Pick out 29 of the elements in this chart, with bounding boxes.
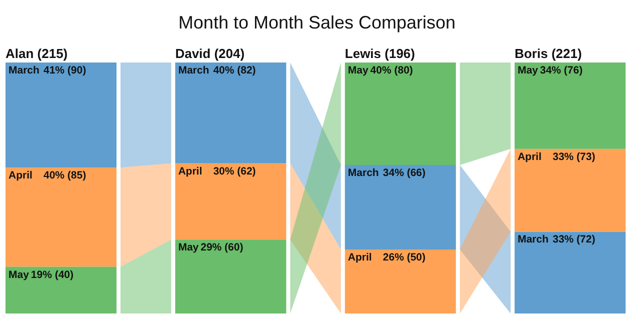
category-label: Boris (221) [514, 46, 582, 62]
category-label: Alan (215) [6, 46, 68, 62]
text: May [178, 242, 199, 254]
data-label: 33% (73) [552, 150, 596, 163]
data-label: 34% (66) [382, 166, 426, 179]
category-label: Lewis (196) [344, 46, 415, 62]
category-label: David (204) [175, 46, 245, 62]
data-label: 30% (62) [213, 165, 256, 178]
series-label: May [8, 268, 30, 281]
text: April [8, 170, 32, 182]
data-label: 40% (80) [370, 64, 413, 77]
data-label: 41% (90) [44, 64, 86, 77]
series-label: April [178, 165, 202, 178]
data-label: 34% (76) [540, 64, 583, 77]
text: April [518, 150, 542, 163]
series-label: March [8, 64, 40, 77]
text: May [518, 64, 538, 77]
text: March [518, 234, 549, 246]
data-label: 40% (82) [213, 64, 256, 77]
data-label: 40% (85) [44, 170, 86, 182]
data-label: 26% (50) [382, 251, 426, 264]
text: March [178, 64, 210, 77]
text: April [348, 251, 372, 264]
data-label: 29% (60) [200, 242, 244, 254]
text: March [348, 166, 379, 179]
text: Month to Month Sales Comparison [178, 12, 456, 33]
data-label: 33% (72) [552, 234, 596, 246]
text: May [348, 64, 368, 77]
data-label: 19% (40) [30, 268, 74, 281]
